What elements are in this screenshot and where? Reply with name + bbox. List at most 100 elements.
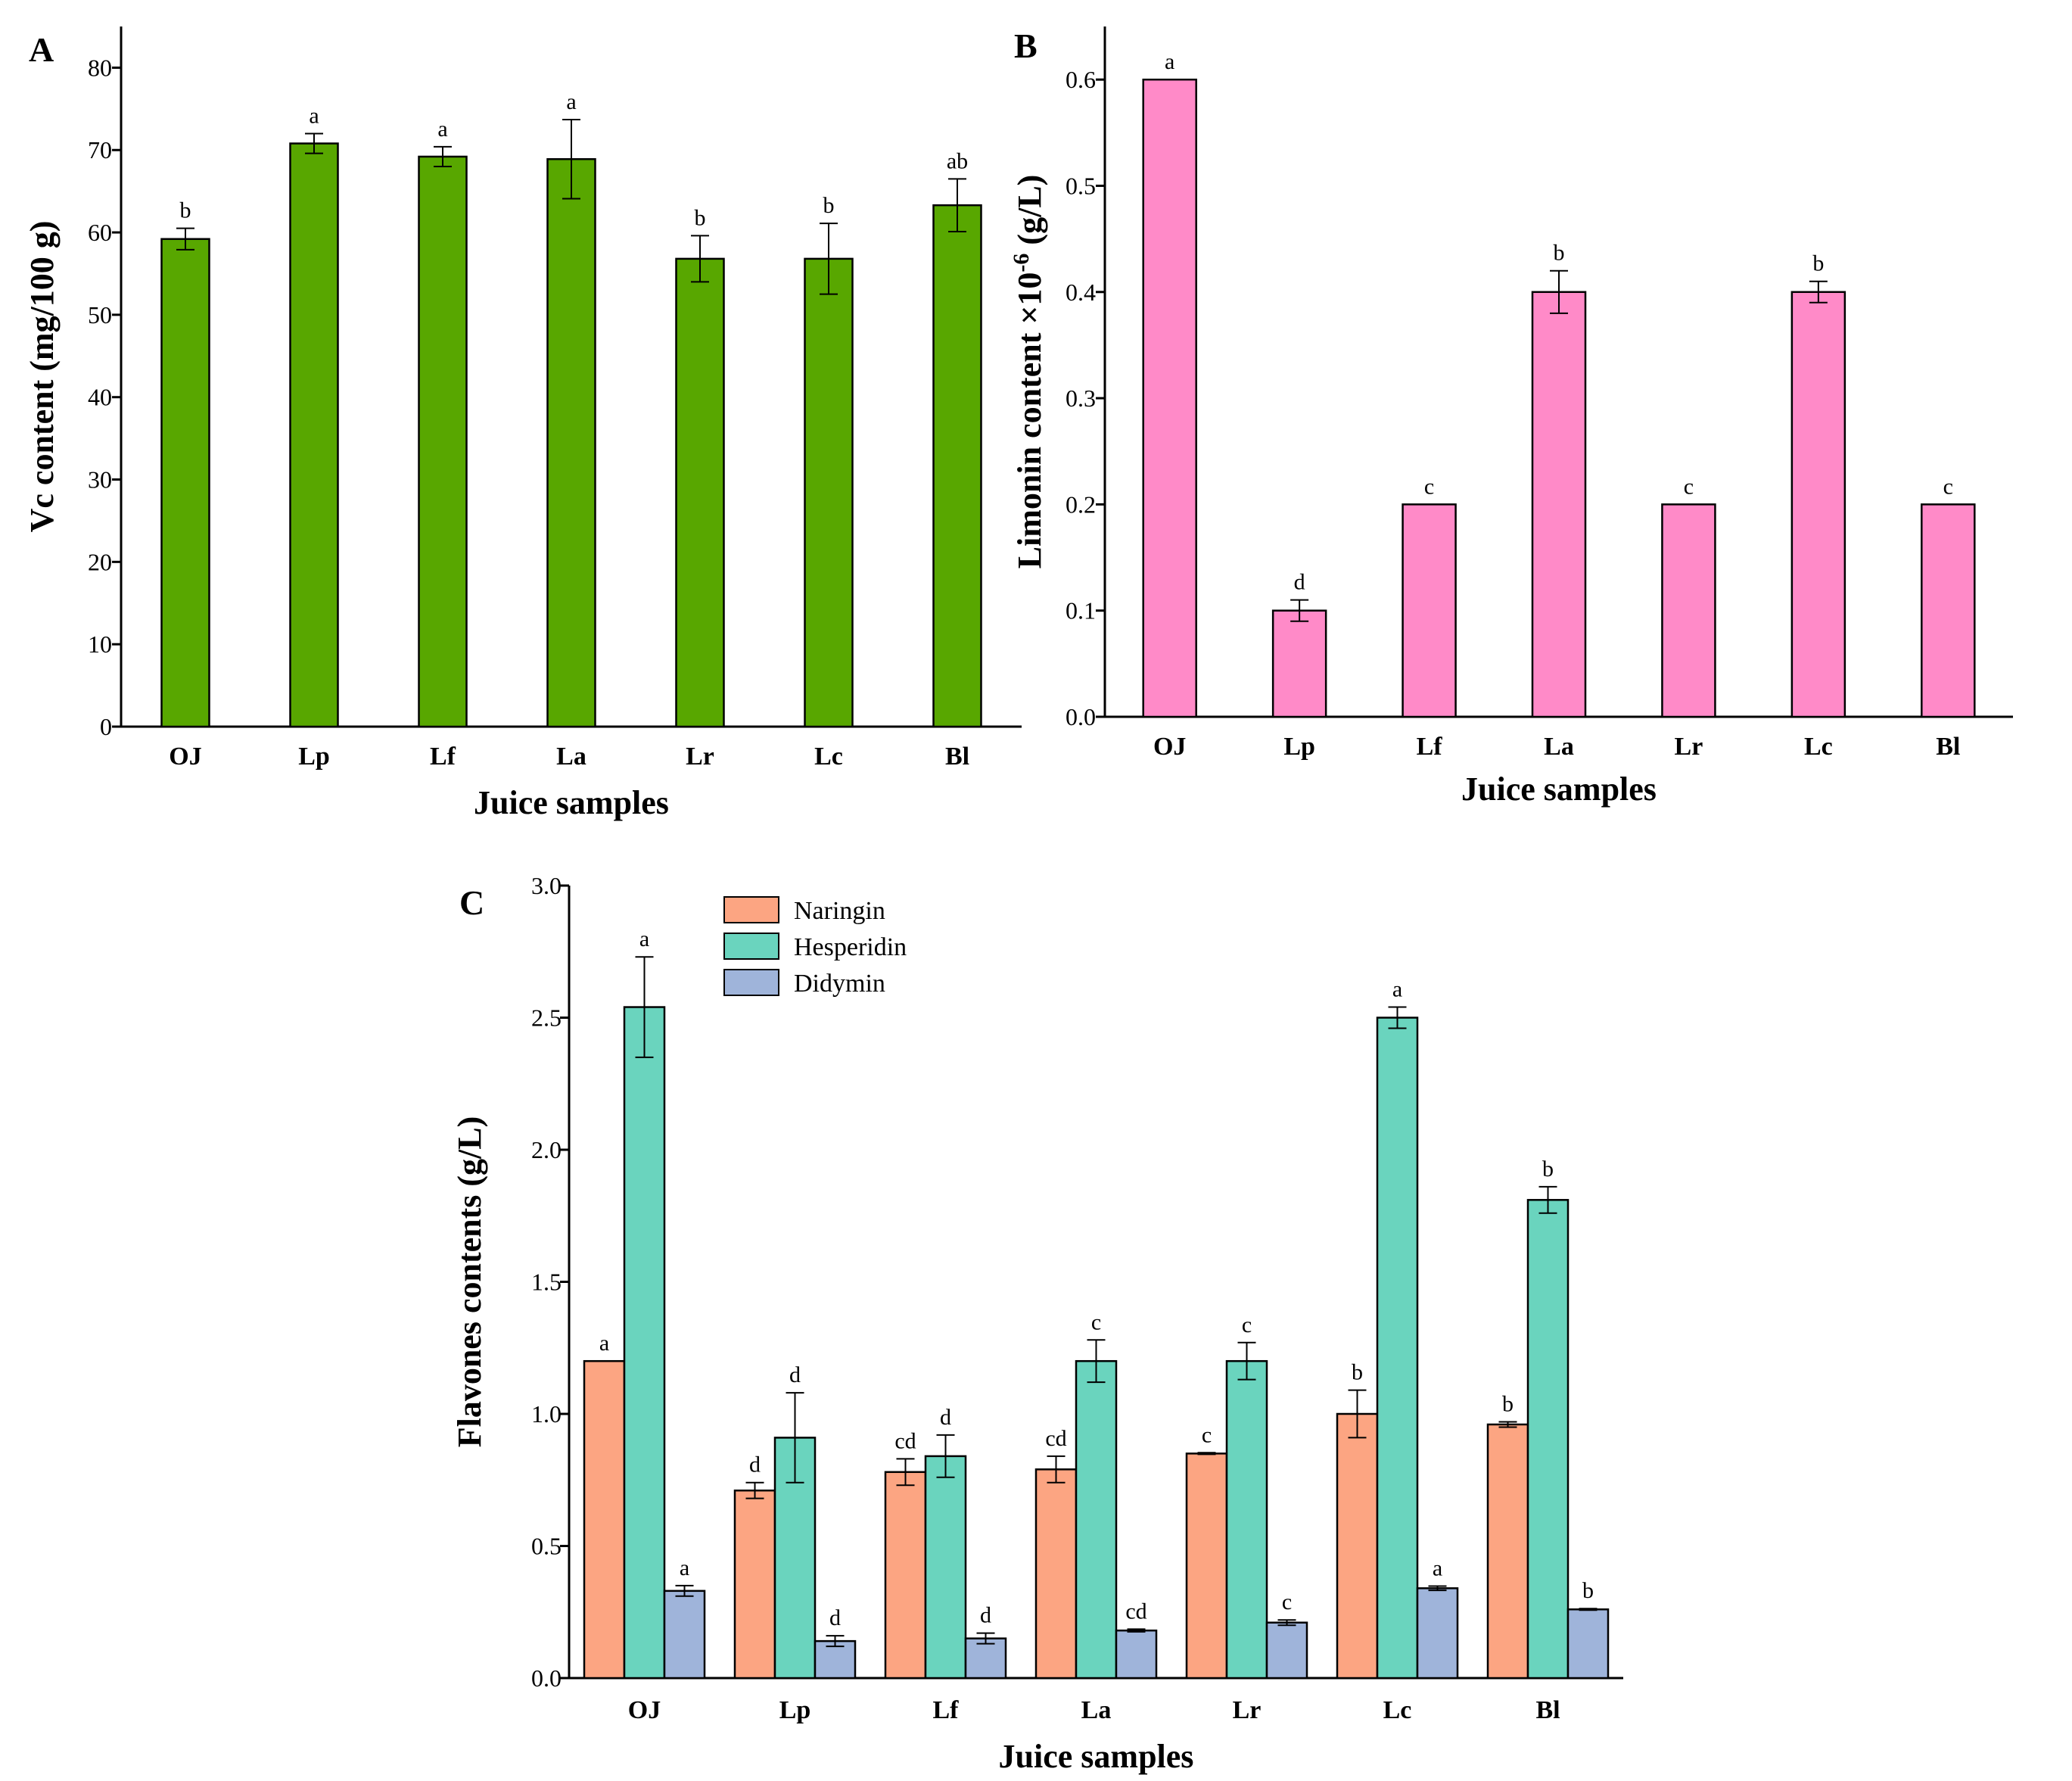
- series-2-bar: [663, 1590, 706, 1680]
- y-tick-label: 0.6: [1066, 66, 1096, 93]
- panel-c-letter: C: [459, 883, 484, 922]
- x-category-label: Lf: [1417, 733, 1443, 761]
- series-2-significance-label: d: [829, 1605, 841, 1630]
- x-category-label: OJ: [169, 743, 201, 771]
- bar-3-bar: [546, 157, 596, 728]
- x-axis-title: Juice samples: [474, 784, 669, 821]
- x-axis-title: Juice samples: [999, 1738, 1194, 1775]
- series-0-bar: [884, 1471, 927, 1680]
- y-tick-label: 2.5: [531, 1004, 562, 1032]
- y-tick-label: 1.5: [531, 1269, 562, 1296]
- series-2-bar: [1115, 1629, 1158, 1680]
- x-category-label: Lc: [1383, 1696, 1412, 1724]
- y-tick-label: 50: [88, 301, 112, 328]
- bar-2-significance-label: a: [437, 117, 447, 142]
- x-category-label: Lc: [814, 743, 843, 771]
- legend-label: Naringin: [794, 897, 885, 925]
- series-2-bar: [1416, 1587, 1459, 1680]
- legend-label: Hesperidin: [794, 933, 907, 961]
- x-category-label: La: [556, 743, 586, 771]
- series-2-significance-label: a: [680, 1555, 689, 1580]
- bar-5-significance-label: b: [823, 193, 835, 218]
- series-2-significance-label: c: [1282, 1590, 1292, 1614]
- x-category-label: Lp: [1283, 733, 1315, 761]
- bar-4-bar: [675, 257, 725, 728]
- series-0-bar: [733, 1489, 776, 1680]
- x-category-label: Lc: [1804, 733, 1833, 761]
- y-axis-title-main: Flavones contents (g/L): [451, 1116, 488, 1448]
- x-category-label: Lr: [1233, 1696, 1262, 1724]
- bar-6-significance-label: ab: [947, 148, 968, 173]
- series-2-significance-label: d: [980, 1603, 991, 1628]
- series-1-bar: [1376, 1017, 1419, 1680]
- bar-0-bar: [160, 238, 210, 728]
- y-axis-title: Limonin content ×10-6 (g/L): [1009, 175, 1048, 569]
- y-tick-label: 80: [88, 54, 112, 81]
- x-category-label: Lr: [686, 743, 714, 771]
- x-category-label: OJ: [1153, 733, 1186, 761]
- y-tick-label: 3.0: [531, 872, 562, 899]
- bar-1-significance-label: a: [309, 103, 319, 128]
- y-axis-title: Vc content (mg/100 g): [23, 221, 61, 533]
- series-1-significance-label: d: [789, 1362, 801, 1387]
- series-0-significance-label: b: [1352, 1360, 1363, 1385]
- bar-5-significance-label: b: [1812, 251, 1824, 276]
- y-tick-label: 0.1: [1066, 597, 1096, 624]
- series-1-bar: [1526, 1199, 1570, 1680]
- y-tick-label: 20: [88, 548, 112, 575]
- y-axis-title-exponent: -6: [1009, 254, 1034, 272]
- bar-4-bar: [1661, 503, 1716, 718]
- series-1-bar: [1075, 1359, 1118, 1680]
- y-tick-label: 30: [88, 466, 112, 494]
- y-tick-label: 0.0: [1066, 703, 1096, 730]
- panel-c-flavones-contents-chart: C 0.0 0.5 1.0 1.5 2.0 2.5 3.0 OJ Lp Lf La Lr Lc Bl Jui…: [451, 872, 1623, 1775]
- y-tick-label: 40: [88, 384, 112, 411]
- series-0-significance-label: d: [749, 1453, 761, 1477]
- bar-0-significance-label: a: [1165, 49, 1174, 74]
- series-0-bar: [1336, 1412, 1379, 1680]
- y-axis-title-main: Vc content (mg/100 g): [23, 221, 61, 533]
- series-0-bar: [1034, 1468, 1078, 1680]
- bar-1-bar: [1271, 609, 1327, 718]
- x-axis-title: Juice samples: [1461, 771, 1657, 808]
- panel-b-limonin-content-chart: B 0.0 0.1 0.2 0.3 0.4 0.5 0.6 OJ Lp Lf La Lr Lc Bl Jui…: [1009, 26, 2013, 808]
- series-1-significance-label: c: [1091, 1309, 1101, 1334]
- series-1-bar: [924, 1455, 967, 1680]
- panel-a-vc-content-chart: A 0 10 20 30 40 50 60 70 80 OJ Lp Lf La Lr Lc Bl Juice s…: [23, 26, 1022, 821]
- bar-5-bar: [1790, 291, 1846, 718]
- x-category-label: OJ: [628, 1696, 661, 1724]
- series-1-significance-label: a: [639, 926, 649, 951]
- series-0-significance-label: cd: [894, 1428, 916, 1453]
- legend-label: Didymin: [794, 970, 885, 998]
- bar-2-bar: [418, 155, 468, 728]
- legend-swatch: [723, 969, 779, 996]
- series-0-bar: [1185, 1453, 1228, 1680]
- series-0-significance-label: b: [1502, 1391, 1514, 1416]
- bar-3-significance-label: a: [566, 89, 576, 114]
- y-tick-label: 70: [88, 136, 112, 163]
- bar-4-significance-label: b: [695, 205, 706, 230]
- x-category-label: Lp: [298, 743, 330, 771]
- y-tick-label: 1.0: [531, 1400, 562, 1428]
- y-tick-label: 0: [100, 713, 112, 740]
- bar-6-bar: [1921, 503, 1976, 718]
- bar-4-significance-label: c: [1684, 474, 1694, 499]
- series-1-significance-label: c: [1242, 1312, 1252, 1337]
- x-category-label: Lp: [779, 1696, 811, 1724]
- y-tick-label: 0.4: [1066, 279, 1096, 306]
- x-category-label: Bl: [1535, 1696, 1560, 1724]
- y-tick-label: 0.5: [531, 1533, 562, 1560]
- bar-1-bar: [289, 142, 339, 728]
- x-category-label: Lr: [1675, 733, 1703, 761]
- series-1-bar: [623, 1006, 666, 1680]
- x-category-label: Bl: [1936, 733, 1960, 761]
- bar-6-significance-label: c: [1943, 474, 1953, 499]
- y-tick-label: 0.5: [1066, 172, 1096, 199]
- series-2-bar: [964, 1637, 1007, 1680]
- series-2-significance-label: cd: [1125, 1599, 1146, 1624]
- series-1-significance-label: a: [1392, 977, 1402, 1002]
- x-category-label: Bl: [945, 743, 969, 771]
- x-category-label: La: [1081, 1696, 1112, 1724]
- series-2-bar: [1566, 1608, 1610, 1680]
